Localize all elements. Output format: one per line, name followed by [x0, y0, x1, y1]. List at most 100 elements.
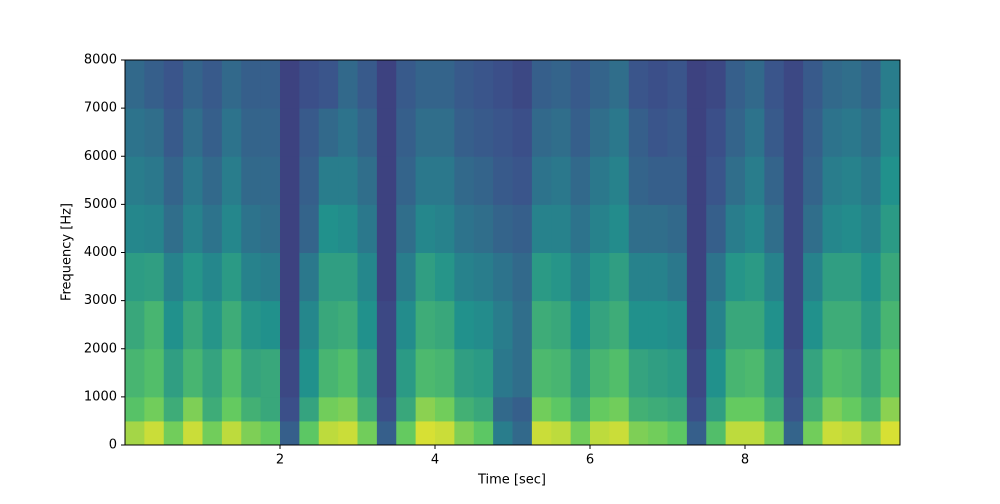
cell	[803, 252, 823, 302]
cell	[512, 252, 533, 302]
cell	[764, 396, 785, 422]
cell	[686, 204, 707, 253]
cell	[531, 204, 552, 253]
cell	[454, 420, 475, 446]
cell	[648, 420, 668, 446]
cell	[745, 252, 765, 302]
cell	[803, 204, 823, 253]
cell	[260, 420, 281, 446]
cell	[725, 396, 746, 422]
cell	[241, 300, 262, 350]
cell	[609, 204, 630, 253]
cell	[822, 348, 843, 398]
cell	[202, 420, 223, 446]
cell	[667, 348, 688, 398]
cell	[163, 396, 184, 422]
cell	[338, 252, 358, 302]
cell	[512, 204, 533, 253]
cell	[454, 60, 475, 109]
cell	[648, 348, 668, 398]
cell	[590, 420, 610, 446]
cell	[648, 108, 668, 157]
cell	[493, 252, 513, 302]
cell	[299, 300, 320, 350]
cell	[609, 108, 630, 157]
cell	[221, 252, 242, 302]
cell	[686, 300, 707, 350]
cell	[803, 60, 823, 109]
cell	[280, 156, 300, 205]
cell	[609, 300, 630, 350]
cell	[590, 300, 610, 350]
cell	[609, 420, 630, 446]
cell	[415, 300, 436, 350]
cell	[764, 300, 785, 350]
cell	[183, 156, 203, 205]
cell	[338, 60, 358, 109]
cell	[415, 156, 436, 205]
cell	[396, 156, 417, 205]
cell	[163, 300, 184, 350]
cell	[260, 300, 281, 350]
cell	[628, 348, 649, 398]
cell	[880, 108, 901, 157]
cell	[531, 396, 552, 422]
cell	[493, 156, 513, 205]
cell	[628, 204, 649, 253]
x-tick-label: 8	[741, 453, 749, 468]
cell	[686, 420, 707, 446]
cell	[803, 156, 823, 205]
cell	[570, 156, 591, 205]
cell	[861, 348, 882, 398]
cell	[512, 156, 533, 205]
cell	[725, 420, 746, 446]
cell	[803, 420, 823, 446]
cell	[280, 60, 300, 109]
cell	[822, 156, 843, 205]
cell	[144, 348, 165, 398]
cell	[280, 348, 300, 398]
cell	[144, 420, 165, 446]
cell	[435, 348, 455, 398]
cell	[144, 396, 165, 422]
cell	[202, 396, 223, 422]
cell	[609, 348, 630, 398]
cell	[725, 252, 746, 302]
cell	[125, 156, 145, 205]
cell	[202, 204, 223, 253]
cell	[667, 420, 688, 446]
cell	[841, 348, 862, 398]
cell	[590, 348, 610, 398]
cell	[570, 420, 591, 446]
cell	[338, 348, 358, 398]
cell	[125, 420, 145, 446]
cell	[318, 396, 339, 422]
cell	[841, 156, 862, 205]
cell	[551, 108, 572, 157]
cell	[299, 156, 320, 205]
cell	[764, 204, 785, 253]
cell	[183, 108, 203, 157]
cell	[163, 108, 184, 157]
cell	[706, 156, 727, 205]
cell	[183, 252, 203, 302]
cell	[318, 60, 339, 109]
cell	[338, 156, 358, 205]
cell	[435, 108, 455, 157]
cell	[648, 396, 668, 422]
cell	[144, 204, 165, 253]
cell	[686, 156, 707, 205]
cell	[280, 108, 300, 157]
cell	[667, 396, 688, 422]
cell	[861, 156, 882, 205]
cell	[493, 420, 513, 446]
cell	[221, 204, 242, 253]
y-tick-label: 4000	[84, 245, 117, 260]
cell	[376, 348, 397, 398]
cell	[299, 60, 320, 109]
cell	[880, 156, 901, 205]
cell	[764, 252, 785, 302]
cell	[415, 252, 436, 302]
cell	[648, 60, 668, 109]
